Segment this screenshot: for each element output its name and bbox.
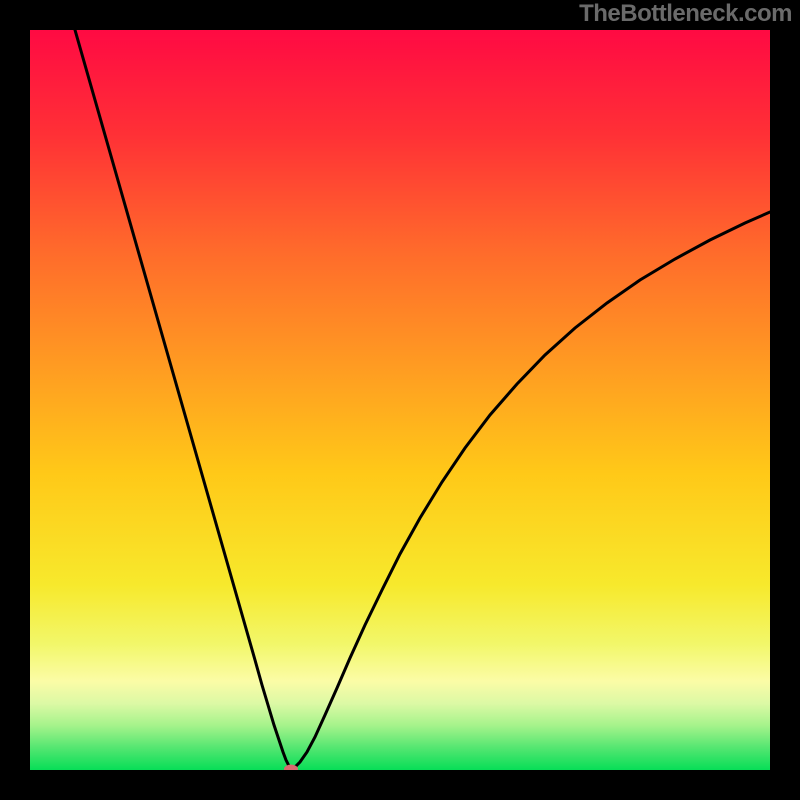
curve-layer [30, 30, 770, 770]
watermark-text: TheBottleneck.com [579, 0, 792, 28]
plot-area [30, 30, 770, 770]
chart-frame: TheBottleneck.com [0, 0, 800, 800]
curve-right-branch [291, 212, 770, 769]
curve-left-branch [75, 30, 291, 769]
